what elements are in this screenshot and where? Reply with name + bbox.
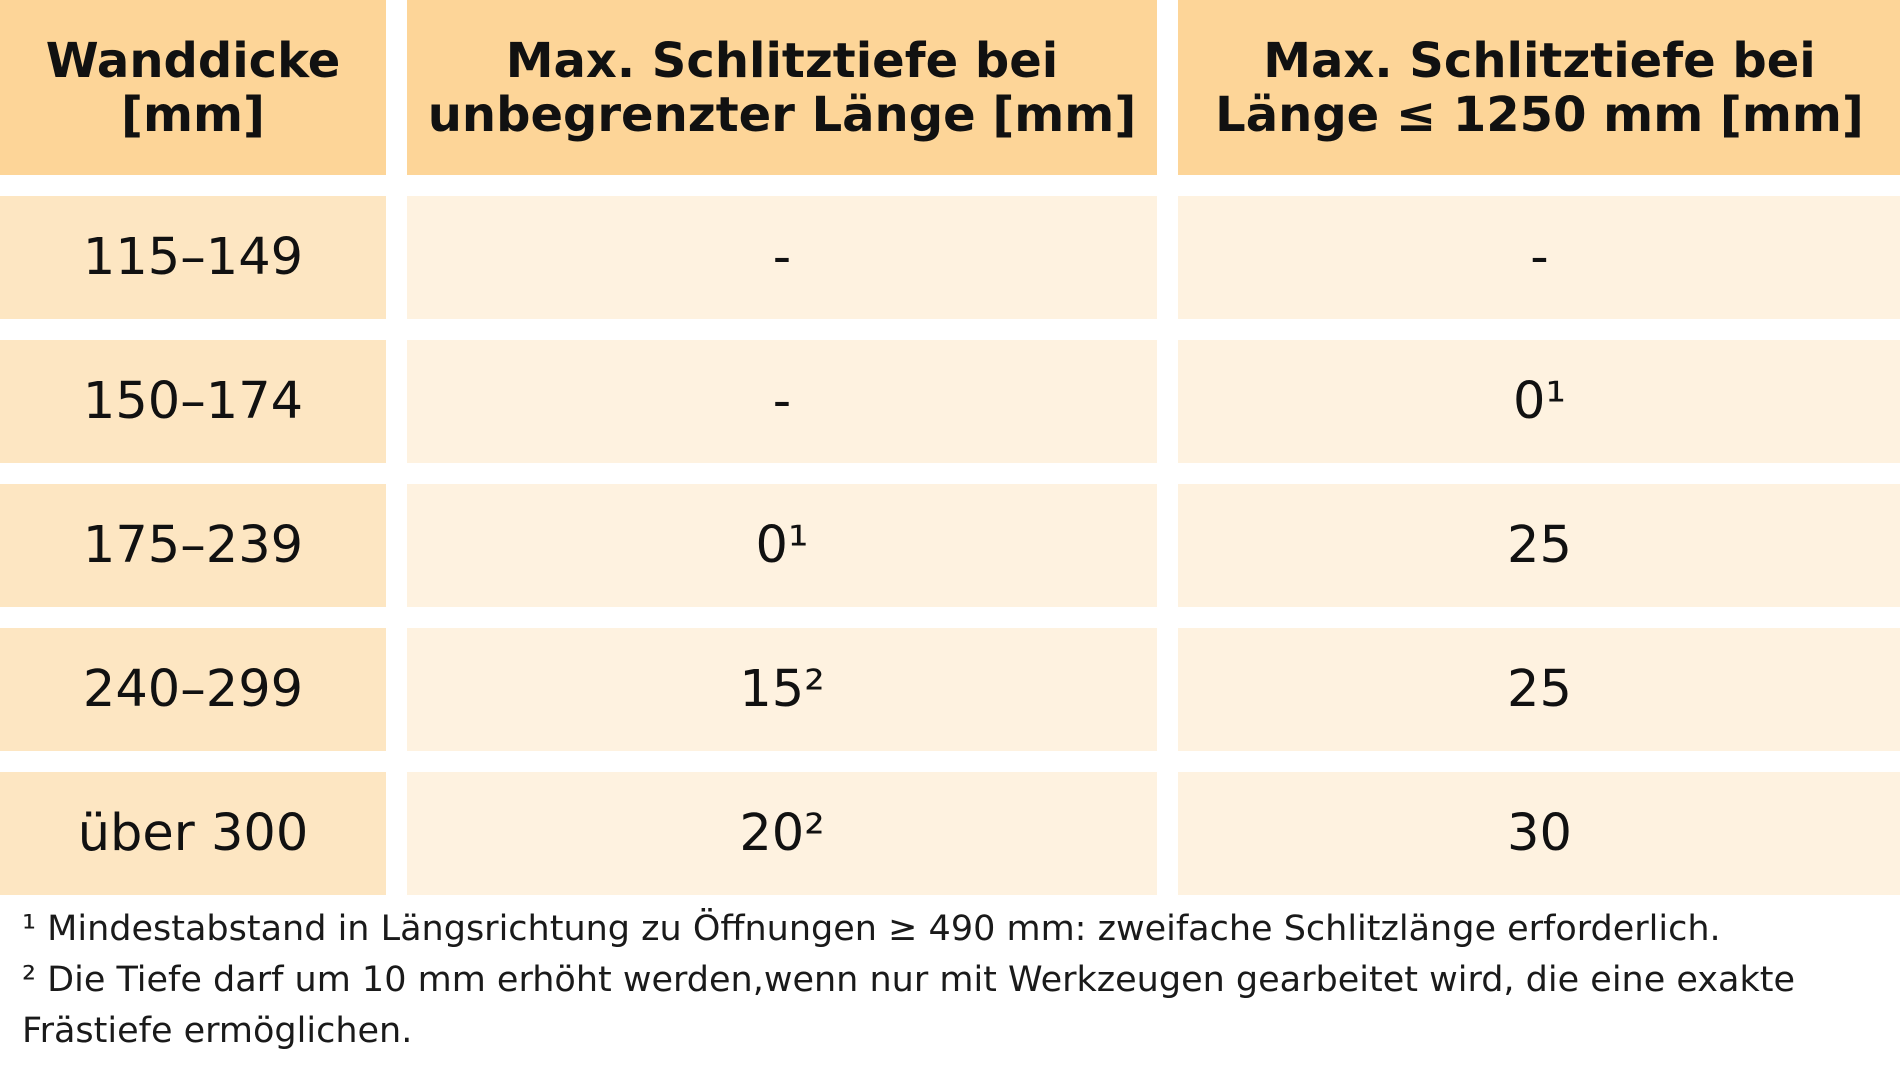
footnote-2: ² Die Tiefe darf um 10 mm erhöht werden,… [22,960,1795,1051]
header-max-depth-limited-line2: Länge ≤ 1250 mm [mm] [1215,86,1864,143]
row-3-depth-unlimited: 0¹ [407,484,1157,607]
header-max-depth-unlimited: Max. Schlitztiefe bei unbegrenzter Länge… [407,0,1157,175]
header-wall-thickness: Wanddicke [mm] [0,0,386,175]
slot-depth-table: Wanddicke [mm] Max. Schlitztiefe bei unb… [0,0,1900,895]
row-1-depth-unlimited: - [407,196,1157,319]
header-max-depth-unlimited-line1: Max. Schlitztiefe bei [505,32,1059,89]
row-1-depth-limited: - [1178,196,1900,319]
row-3-wall-thickness: 175–239 [0,484,386,607]
footnote-1: ¹ Mindestabstand in Längsrichtung zu Öff… [22,909,1721,949]
row-5-wall-thickness: über 300 [0,772,386,895]
row-4-wall-thickness: 240–299 [0,628,386,751]
header-max-depth-limited: Max. Schlitztiefe bei Länge ≤ 1250 mm [m… [1178,0,1900,175]
row-4-depth-unlimited: 15² [407,628,1157,751]
row-4-depth-limited: 25 [1178,628,1900,751]
header-wall-thickness-line2: [mm] [121,86,265,143]
row-1-wall-thickness: 115–149 [0,196,386,319]
header-wall-thickness-line1: Wanddicke [45,32,341,89]
row-5-depth-limited: 30 [1178,772,1900,895]
row-5-depth-unlimited: 20² [407,772,1157,895]
row-2-depth-unlimited: - [407,340,1157,463]
row-3-depth-limited: 25 [1178,484,1900,607]
header-max-depth-limited-line1: Max. Schlitztiefe bei [1263,32,1816,89]
row-2-depth-limited: 0¹ [1178,340,1900,463]
header-max-depth-unlimited-line2: unbegrenzter Länge [mm] [427,86,1137,143]
footnotes: ¹ Mindestabstand in Längsrichtung zu Öff… [22,904,1882,1057]
row-2-wall-thickness: 150–174 [0,340,386,463]
